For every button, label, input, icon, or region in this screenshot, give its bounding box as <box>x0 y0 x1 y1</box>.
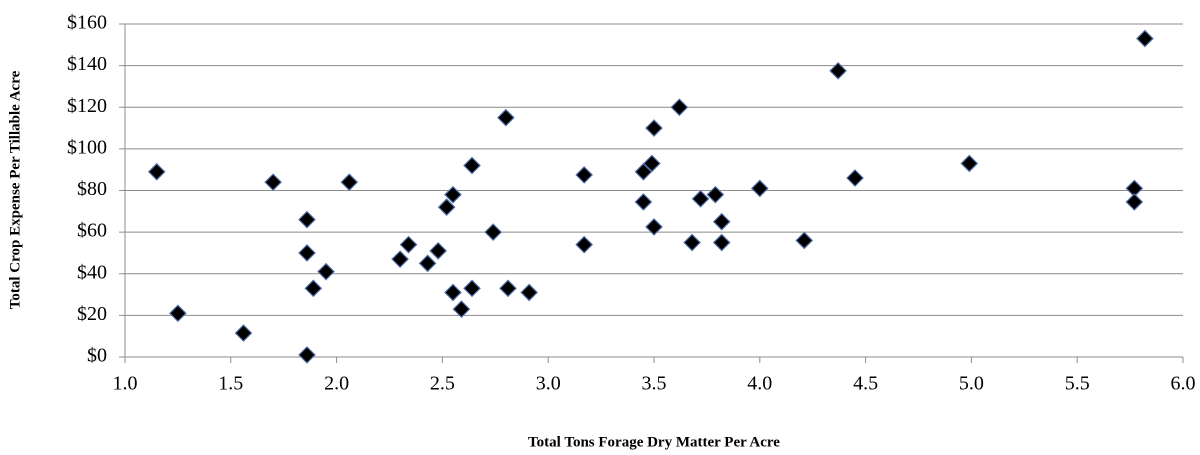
x-tick-label: 1.0 <box>113 373 138 395</box>
y-tick-label: $0 <box>87 345 107 367</box>
data-point <box>304 279 323 298</box>
data-point <box>670 98 689 117</box>
y-tick-label: $20 <box>77 303 107 325</box>
x-tick-label: 5.0 <box>959 373 984 395</box>
data-point <box>169 304 187 323</box>
data-point <box>418 254 437 273</box>
data-point <box>234 324 253 342</box>
data-point <box>399 235 418 254</box>
data-point <box>645 218 663 236</box>
data-point <box>829 61 847 80</box>
data-point <box>960 154 979 173</box>
y-axis-title: Total Crop Expense Per Tillable Acre <box>7 70 23 309</box>
data-point <box>712 212 731 231</box>
data-point <box>520 283 539 302</box>
data-point <box>463 156 481 175</box>
y-tick-label: $100 <box>67 136 107 158</box>
data-point <box>846 169 864 187</box>
data-point <box>499 279 517 298</box>
data-point <box>264 173 282 192</box>
x-tick-label: 2.5 <box>430 373 455 395</box>
y-tick-label: $120 <box>67 95 107 117</box>
data-point <box>298 210 316 229</box>
data-point <box>1136 29 1154 48</box>
y-tick-label: $80 <box>77 178 107 200</box>
data-point <box>575 235 594 254</box>
data-point <box>795 231 814 250</box>
x-tick-label: 5.5 <box>1065 373 1090 395</box>
data-point <box>575 166 594 184</box>
data-point <box>452 300 471 318</box>
data-point <box>683 233 701 252</box>
data-point <box>463 279 481 298</box>
data-point <box>429 242 448 260</box>
x-tick-label: 3.0 <box>536 373 561 395</box>
data-point <box>750 179 769 198</box>
y-tick-label: $60 <box>77 220 107 242</box>
data-point <box>497 108 515 127</box>
data-point <box>645 119 663 137</box>
y-tick-label: $140 <box>67 53 107 75</box>
data-point <box>712 233 731 252</box>
data-point <box>444 283 462 302</box>
data-point <box>317 262 335 281</box>
data-point <box>437 198 456 216</box>
x-tick-label: 6.0 <box>1171 373 1196 395</box>
x-tick-label: 3.5 <box>642 373 667 395</box>
x-axis-title: Total Tons Forage Dry Matter Per Acre <box>528 434 780 450</box>
data-point <box>147 162 166 181</box>
y-tick-label: $40 <box>77 261 107 283</box>
data-point <box>444 185 462 204</box>
data-point <box>298 346 316 364</box>
data-point <box>706 185 725 204</box>
x-tick-label: 4.0 <box>747 373 772 395</box>
data-point <box>691 189 710 208</box>
data-point <box>484 223 503 241</box>
data-point <box>340 173 359 192</box>
y-tick-label: $160 <box>67 12 107 34</box>
data-point <box>1125 193 1144 211</box>
x-tick-label: 4.5 <box>853 373 878 395</box>
data-point <box>298 244 316 262</box>
data-point <box>391 250 409 269</box>
data-point <box>643 154 661 173</box>
x-tick-label: 1.5 <box>218 373 243 395</box>
x-tick-label: 2.0 <box>324 373 349 395</box>
data-point <box>634 193 653 211</box>
